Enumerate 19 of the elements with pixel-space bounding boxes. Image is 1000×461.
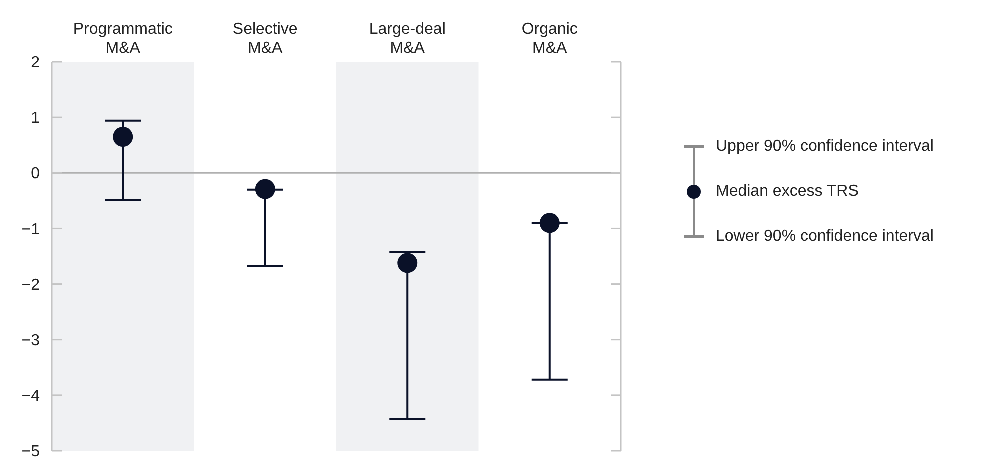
y-tick-label: 2 [31, 54, 40, 72]
y-tick-label: −2 [22, 276, 40, 294]
y-tick-label: −5 [22, 444, 40, 461]
x-tick-label: Large-deal M&A [369, 21, 446, 57]
x-tick-label: Programmatic M&A [73, 21, 173, 57]
point [398, 253, 418, 274]
text: Upper 90% confidence interval [716, 137, 934, 157]
y-tick-label: −3 [22, 332, 40, 350]
point [113, 127, 134, 148]
x-tick-label: Organic M&A [522, 21, 578, 57]
legend-label: Median excess TRS [716, 182, 859, 202]
y-tick-label: −1 [22, 221, 40, 238]
point [255, 179, 276, 200]
point [540, 213, 560, 234]
y-tick-label: 1 [31, 110, 40, 128]
x-tick-label: Selective M&A [232, 21, 298, 57]
y-tick-label: −4 [22, 388, 40, 406]
y-tick-label: 0 [31, 166, 40, 183]
text: Lower 90% confidence interval [716, 227, 934, 247]
